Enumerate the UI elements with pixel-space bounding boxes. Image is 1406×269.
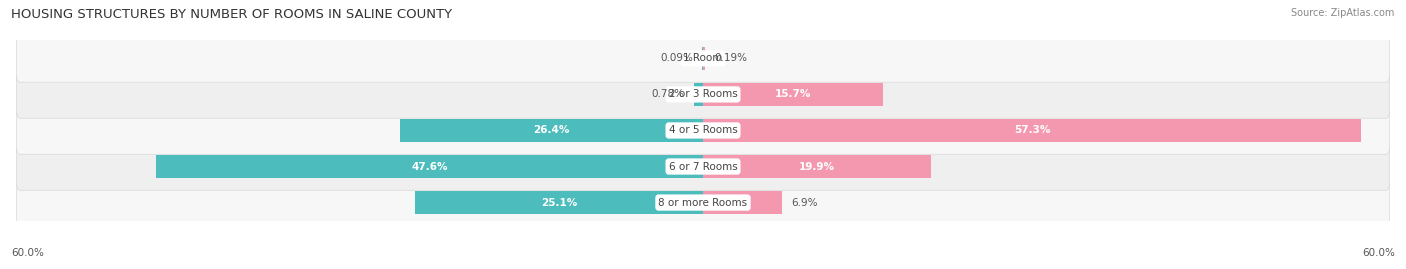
FancyBboxPatch shape	[17, 35, 1389, 82]
Text: 60.0%: 60.0%	[11, 248, 44, 258]
Bar	[703, 83, 883, 106]
Text: 8 or more Rooms: 8 or more Rooms	[658, 197, 748, 208]
Text: 6.9%: 6.9%	[792, 197, 818, 208]
Text: 0.78%: 0.78%	[652, 89, 685, 100]
Text: Source: ZipAtlas.com: Source: ZipAtlas.com	[1291, 8, 1395, 18]
Text: 15.7%: 15.7%	[775, 89, 811, 100]
Text: 6 or 7 Rooms: 6 or 7 Rooms	[669, 161, 737, 172]
Bar	[156, 155, 703, 178]
FancyBboxPatch shape	[17, 107, 1389, 154]
Bar	[703, 47, 706, 70]
Bar	[703, 119, 1361, 142]
FancyBboxPatch shape	[17, 71, 1389, 118]
Bar	[703, 191, 782, 214]
Bar	[703, 155, 932, 178]
Bar	[415, 191, 703, 214]
Text: 19.9%: 19.9%	[799, 161, 835, 172]
Text: 47.6%: 47.6%	[412, 161, 449, 172]
Bar	[695, 83, 703, 106]
Text: 57.3%: 57.3%	[1014, 125, 1050, 136]
FancyBboxPatch shape	[17, 179, 1389, 226]
Text: 2 or 3 Rooms: 2 or 3 Rooms	[669, 89, 737, 100]
Text: HOUSING STRUCTURES BY NUMBER OF ROOMS IN SALINE COUNTY: HOUSING STRUCTURES BY NUMBER OF ROOMS IN…	[11, 8, 453, 21]
Text: 1 Room: 1 Room	[683, 53, 723, 63]
Text: 60.0%: 60.0%	[1362, 248, 1395, 258]
Text: 4 or 5 Rooms: 4 or 5 Rooms	[669, 125, 737, 136]
Text: 0.09%: 0.09%	[659, 53, 693, 63]
Bar	[399, 119, 703, 142]
Text: 26.4%: 26.4%	[533, 125, 569, 136]
Text: 25.1%: 25.1%	[541, 197, 576, 208]
Text: 0.19%: 0.19%	[714, 53, 748, 63]
FancyBboxPatch shape	[17, 143, 1389, 190]
